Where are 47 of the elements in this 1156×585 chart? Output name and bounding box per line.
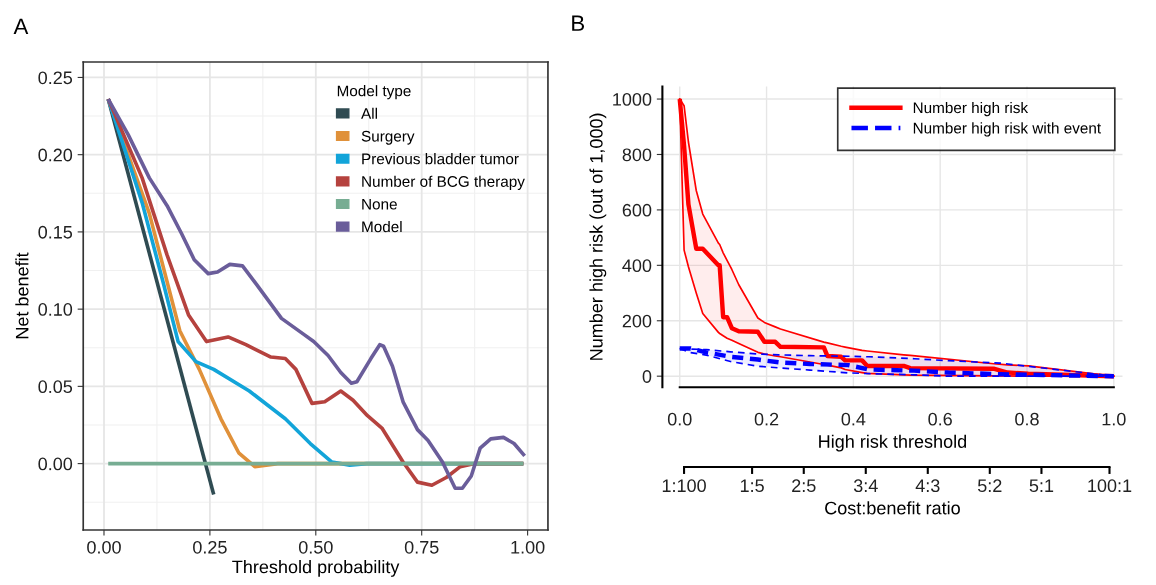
x-tick-label: 0.8 bbox=[1015, 412, 1039, 426]
y-tick-label: 1000 bbox=[613, 92, 652, 106]
y-tick-label: 0.20 bbox=[38, 148, 73, 162]
y-tick-label: 0.05 bbox=[38, 380, 73, 394]
text: 2:5 bbox=[792, 479, 816, 493]
legend-label: Previous bladder tumor bbox=[362, 153, 519, 165]
legend-title: Model type bbox=[337, 85, 411, 100]
text: 1:100 bbox=[662, 479, 706, 493]
y-tick-label: 800 bbox=[622, 148, 652, 162]
y-tick-label: 0.15 bbox=[38, 225, 73, 239]
text: 4:3 bbox=[915, 479, 940, 493]
x-tick-label: 0.25 bbox=[193, 540, 227, 554]
text: 100:1 bbox=[1088, 479, 1132, 493]
y-tick-label: 0 bbox=[642, 370, 652, 383]
legend-label: Surgery bbox=[361, 130, 415, 145]
text: 1:5 bbox=[740, 479, 764, 493]
x-axis-title: Threshold probability bbox=[232, 560, 400, 577]
x-tick-label: 0.6 bbox=[928, 412, 952, 426]
y-tick-label: 600 bbox=[622, 203, 652, 217]
x-tick-label: 0.75 bbox=[404, 540, 439, 554]
legend-label: None bbox=[362, 198, 397, 210]
text: 5:1 bbox=[1029, 479, 1054, 493]
x-tick-label: 0.0 bbox=[667, 412, 692, 426]
legend-label: All bbox=[361, 107, 377, 119]
x-tick-label: 1.0 bbox=[1102, 412, 1126, 426]
x-axis-title: High risk threshold bbox=[819, 434, 967, 452]
x-tick-label: 0.50 bbox=[298, 540, 333, 554]
x-tick-label: 0.00 bbox=[87, 540, 121, 554]
y-tick-label: 400 bbox=[622, 259, 652, 273]
y-tick-label: 0.25 bbox=[38, 71, 73, 85]
y-axis-title: Net benefit bbox=[15, 252, 29, 339]
x-tick-label: 1.00 bbox=[511, 540, 545, 554]
legend-label: Number high risk with event bbox=[913, 122, 1101, 137]
text: 3:4 bbox=[853, 479, 878, 493]
legend-label: Model bbox=[362, 220, 402, 233]
chart-title: B bbox=[572, 15, 585, 31]
text: 5:2 bbox=[977, 479, 1002, 493]
legend-label: Number high risk bbox=[913, 101, 1029, 117]
y-tick-label: 200 bbox=[622, 314, 652, 328]
y-tick-label: 0.00 bbox=[38, 457, 73, 471]
y-axis-title: Number high risk (out of 1,000) bbox=[589, 113, 607, 360]
x2-axis-title: Cost:benefit ratio bbox=[825, 501, 960, 515]
legend-label: Number of BCG therapy bbox=[362, 175, 525, 190]
y-tick-label: 0.10 bbox=[38, 303, 73, 316]
x-tick-label: 0.2 bbox=[754, 412, 779, 426]
x-tick-label: 0.4 bbox=[841, 412, 866, 426]
chart-title: A bbox=[13, 18, 29, 34]
